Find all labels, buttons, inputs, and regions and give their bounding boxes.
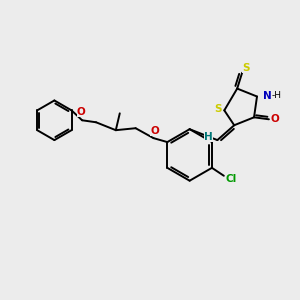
Text: O: O [77,107,85,117]
Text: S: S [214,104,222,114]
Text: Cl: Cl [225,174,236,184]
Text: -H: -H [272,91,282,100]
Text: O: O [271,114,279,124]
Text: N: N [262,91,271,100]
Text: S: S [242,63,250,73]
Text: H: H [204,132,213,142]
Text: O: O [150,126,159,136]
